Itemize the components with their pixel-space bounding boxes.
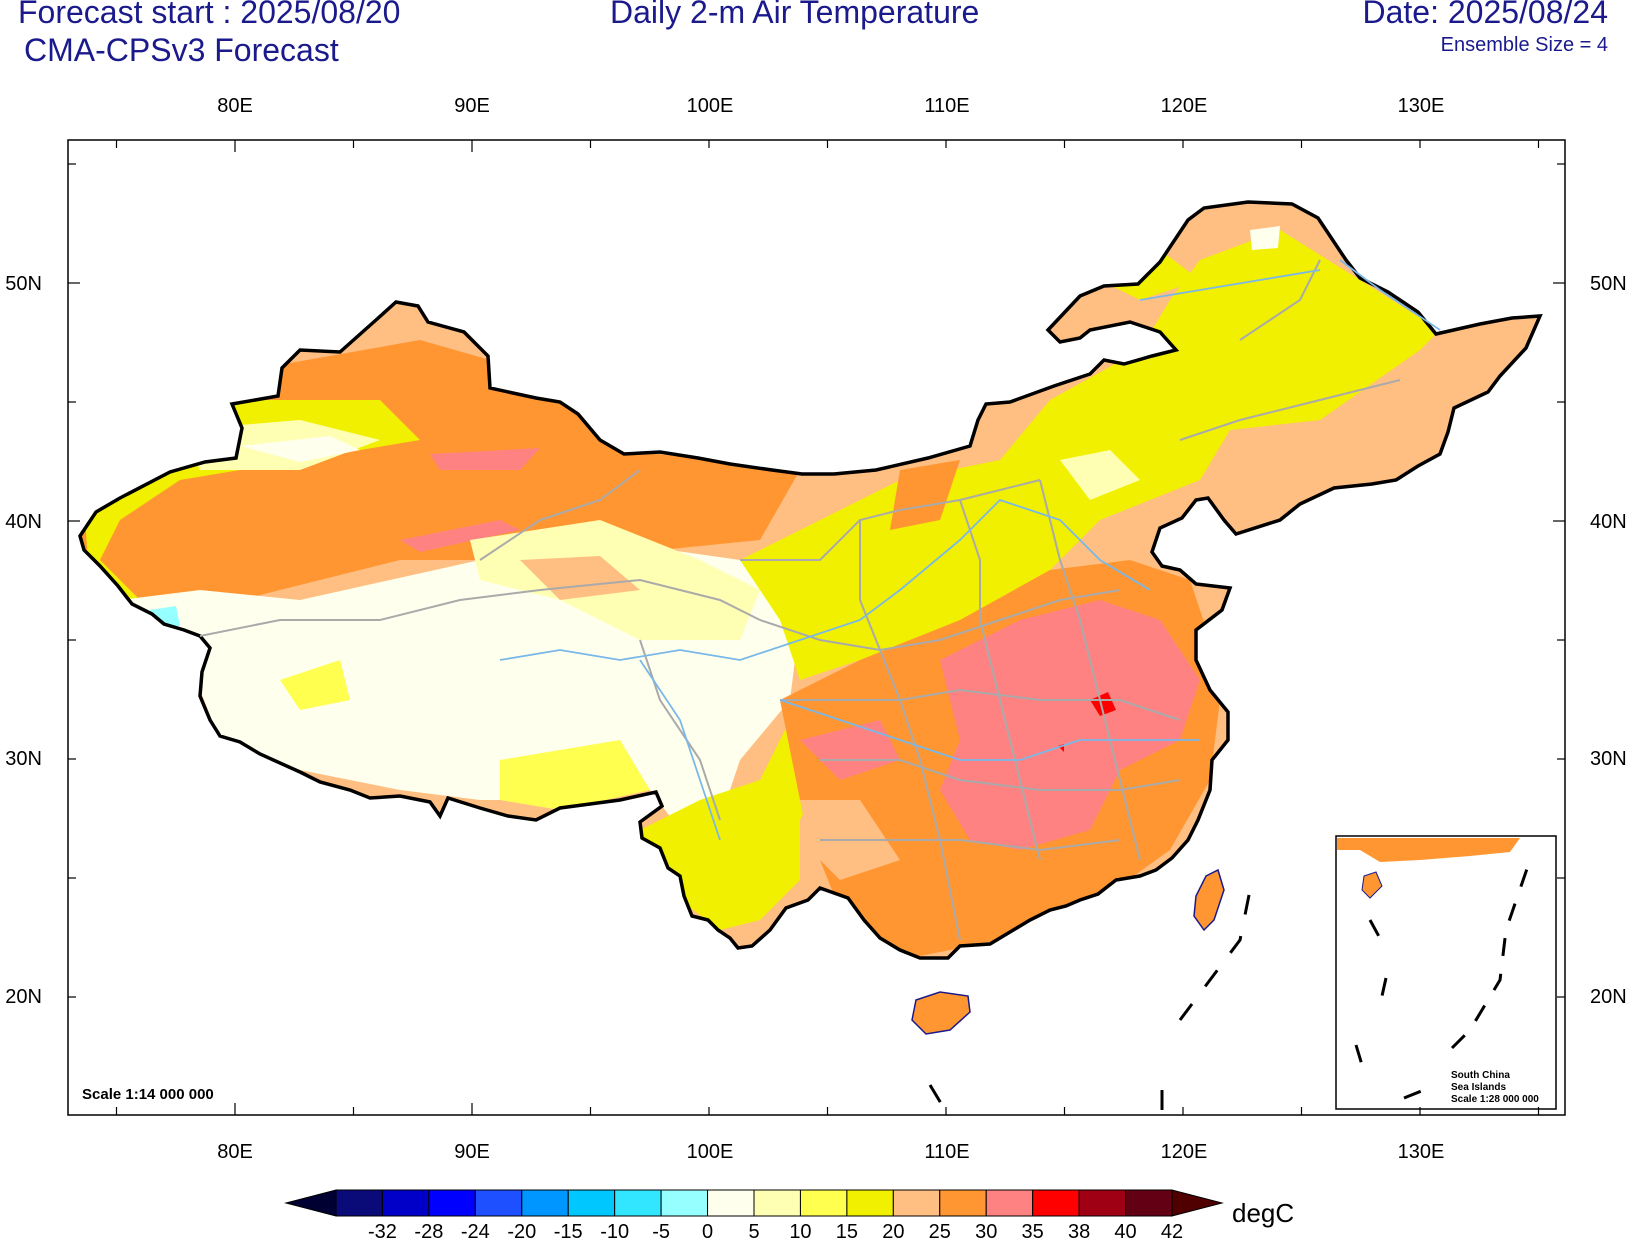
lon-label-bottom: 80E [217, 1141, 253, 1163]
taiwan-island [1193, 868, 1225, 932]
zone-30-35-taklimakan [400, 520, 520, 552]
colorbar-low-triangle [284, 1189, 337, 1217]
colorbar-swatch [614, 1189, 662, 1217]
colorbar-label: 25 [929, 1221, 951, 1241]
lon-label-top: 130E [1398, 95, 1445, 117]
lon-label-top: 80E [217, 95, 253, 117]
colorbar-label: 5 [748, 1221, 759, 1241]
maritime-boundary-dashes [928, 879, 1254, 1115]
colorbar-label: 38 [1068, 1221, 1090, 1241]
lon-label-top: 100E [687, 95, 734, 117]
colorbar-high-triangle [1171, 1189, 1224, 1217]
zone-5-10-north [1060, 450, 1140, 500]
lat-label-left: 50N [5, 273, 42, 295]
colorbar-swatch [521, 1189, 569, 1217]
colorbar-swatch [381, 1189, 430, 1217]
valid-date-label: Date: 2025/08/24 [1362, 0, 1608, 30]
colorbar-swatch [428, 1189, 476, 1217]
colorbar-swatch [892, 1189, 941, 1217]
colorbar-swatch [567, 1189, 616, 1217]
zone-15-20-northeast [1100, 250, 1200, 300]
colorbar-label: -15 [554, 1221, 583, 1241]
forecast-start-label: Forecast start : 2025/08/20 [18, 0, 401, 30]
zone-20-25-northeast [1250, 330, 1520, 480]
inset-mainland [1337, 838, 1520, 862]
lat-label-right: 30N [1590, 748, 1627, 770]
zone-35-38-hot-spot [1090, 692, 1116, 716]
inset-hainan [1361, 871, 1383, 899]
lat-label-left: 40N [5, 511, 42, 533]
colorbar-label: 30 [975, 1221, 997, 1241]
ensemble-size-label: Ensemble Size = 4 [1440, 34, 1608, 56]
lon-label-top: 110E [924, 95, 969, 117]
lon-label-bottom: 120E [1161, 1141, 1208, 1163]
colorbar-label: -28 [414, 1221, 443, 1241]
plot-frame [67, 139, 1566, 1116]
rivers [499, 259, 1441, 841]
zone-10-15-south-tibet [500, 740, 650, 810]
colorbar-label: -24 [461, 1221, 490, 1241]
colorbar-swatch [846, 1189, 894, 1217]
province-boundaries [199, 259, 1401, 941]
lat-label-left: 30N [5, 748, 42, 770]
colorbar-swatch [799, 1189, 848, 1217]
colorbar-swatch [753, 1189, 801, 1217]
colorbar-label: 42 [1161, 1221, 1183, 1241]
zone-10-15-tibet [280, 660, 350, 710]
colorbar-label: 10 [789, 1221, 811, 1241]
temperature-field [80, 202, 1540, 958]
inset-label-2: Sea Islands [1451, 1082, 1506, 1093]
lat-label-right: 40N [1590, 511, 1627, 533]
zone-0-5-northeast [1250, 226, 1280, 250]
hainan-island [911, 991, 971, 1035]
map-title: Daily 2-m Air Temperature [610, 0, 980, 30]
lat-label-left: 20N [5, 986, 42, 1008]
colorbar: -32 -28 -24 -20 -15 -10 -5 0 5 10 15 20 25 30 35 38 40 42 [284, 1189, 1224, 1241]
colorbar-label: 15 [836, 1221, 858, 1241]
colorbar-swatch [660, 1189, 709, 1217]
lat-label-right: 20N [1590, 986, 1627, 1008]
colorbar-swatch [985, 1189, 1034, 1217]
zone-15-20-yunnan [640, 700, 830, 930]
lat-label-right: 50N [1590, 273, 1627, 295]
south-china-sea-inset: South China Sea Islands Scale 1:28 000 0… [1335, 835, 1557, 1110]
lon-label-bottom: 100E [687, 1141, 734, 1163]
colorbar-label: 35 [1022, 1221, 1044, 1241]
colorbar-swatch [1125, 1189, 1173, 1217]
zone-30-35-sichuan [800, 720, 900, 780]
colorbar-swatch [707, 1189, 755, 1217]
colorbar-swatch [474, 1189, 523, 1217]
lon-label-bottom: 110E [924, 1141, 969, 1163]
zone-0-5-tianshan [240, 436, 360, 462]
colorbar-swatch [335, 1189, 383, 1217]
colorbar-label: -32 [368, 1221, 397, 1241]
lon-label-bottom: 90E [454, 1141, 490, 1163]
axis-ticks [68, 140, 1565, 1115]
model-label: CMA-CPSv3 Forecast [24, 32, 339, 68]
colorbar-swatch [939, 1189, 987, 1217]
inset-label-1: South China [1451, 1070, 1510, 1081]
colorbar-label: 20 [882, 1221, 904, 1241]
lon-label-bottom: 130E [1398, 1141, 1445, 1163]
colorbar-label: 40 [1114, 1221, 1136, 1241]
zone-30-35-west [430, 448, 540, 470]
colorbar-unit: degC [1232, 1198, 1294, 1228]
axis-labels: 80E 80E 90E 90E 100E 100E 110E 110E 120E 120E 130E… [5, 95, 1626, 1163]
zone-30-35-central [940, 600, 1200, 850]
lon-label-top: 120E [1161, 95, 1208, 117]
colorbar-label: -5 [652, 1221, 670, 1241]
colorbar-swatch [1078, 1189, 1127, 1217]
inset-dashes [1354, 859, 1532, 1100]
colorbar-label: 0 [702, 1221, 713, 1241]
scale-note: Scale 1:14 000 000 [82, 1086, 214, 1103]
colorbar-swatch [1032, 1189, 1080, 1217]
colorbar-label: -20 [507, 1221, 536, 1241]
inset-label-3: Scale 1:28 000 000 [1451, 1094, 1539, 1105]
colorbar-label: -10 [600, 1221, 629, 1241]
zone-25-30-inner-mongolia [890, 460, 960, 530]
lon-label-top: 90E [454, 95, 490, 117]
